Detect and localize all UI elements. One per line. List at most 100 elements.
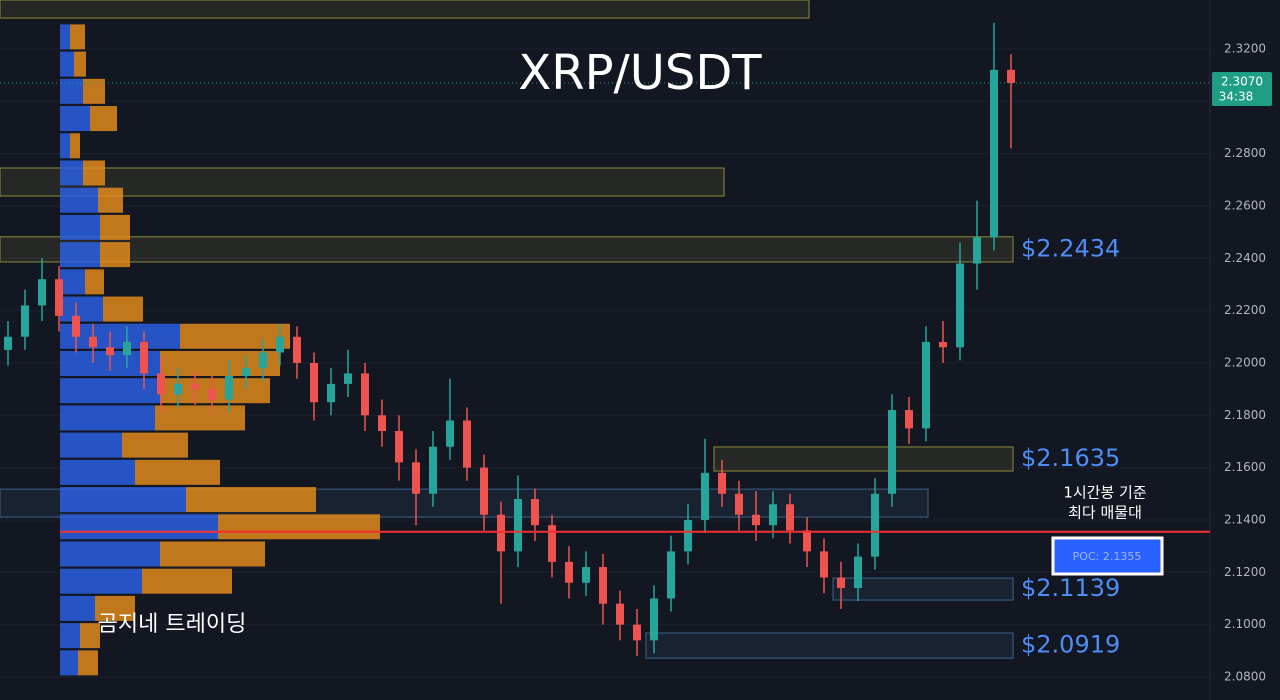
y-tick-label: 2.1600 [1224, 460, 1266, 474]
candle-body [973, 237, 981, 264]
profile-sell [100, 242, 130, 268]
profile-sell [98, 187, 123, 213]
candle-body [259, 352, 267, 369]
profile-buy [60, 51, 74, 77]
price-tag [1212, 71, 1272, 106]
candle-body [480, 467, 488, 515]
candle-body [412, 462, 420, 494]
candle-body [616, 603, 624, 625]
profile-sell [155, 405, 245, 431]
poc-box [1051, 536, 1164, 576]
zone [645, 632, 1014, 659]
profile-sell [78, 650, 98, 676]
candle-body [701, 472, 709, 520]
profile-sell [160, 541, 265, 567]
profile-sell [83, 78, 105, 104]
zone [713, 446, 1014, 472]
profile-sell [80, 623, 100, 649]
profile-buy [60, 432, 122, 458]
candle-body [803, 530, 811, 552]
candle-body [310, 362, 318, 403]
profile-sell [95, 595, 135, 621]
candle-body [191, 383, 199, 390]
chart-title: XRP/USDT [518, 45, 762, 101]
candle-body [72, 315, 80, 337]
candle-body [565, 561, 573, 583]
y-tick-label: 2.3200 [1224, 41, 1266, 55]
profile-buy [60, 459, 135, 485]
profile-sell [70, 133, 80, 159]
candle-body [582, 567, 590, 583]
zone-label: $2.1635 [1021, 444, 1120, 472]
candle-body [786, 504, 794, 531]
profile-sell [135, 459, 220, 485]
candle-body [123, 342, 131, 356]
profile-buy [60, 296, 103, 322]
candle-body [395, 430, 403, 463]
candle-body [769, 504, 777, 526]
price-tag-label: 2.3070 [1221, 74, 1263, 88]
candle-body [1007, 69, 1015, 83]
candle-body [446, 420, 454, 447]
candle-body [293, 336, 301, 363]
price-tag-timer: 34:38 [1219, 89, 1254, 103]
profile-sell [142, 568, 232, 594]
candle-body [276, 336, 284, 353]
candle-body [650, 598, 658, 641]
profile-sell [100, 214, 130, 240]
profile-sell [90, 106, 117, 132]
profile-buy [60, 405, 155, 431]
y-tick-label: 2.1400 [1224, 512, 1266, 526]
candle-body [4, 336, 12, 350]
profile-buy [60, 106, 90, 132]
profile-buy [60, 541, 160, 567]
candle-body [242, 368, 250, 377]
candle-body [463, 420, 471, 468]
candle-body [174, 383, 182, 395]
candle-body [633, 624, 641, 641]
y-tick-label: 2.1200 [1224, 565, 1266, 579]
candle-body [888, 410, 896, 494]
candle-body [497, 514, 505, 552]
profile-sell [74, 51, 86, 77]
y-tick-label: 2.2000 [1224, 355, 1266, 369]
candle-body [905, 410, 913, 429]
candle-body [939, 342, 947, 348]
poc-note: 1시간봉 기준 [1063, 484, 1147, 502]
candle-body [429, 446, 437, 494]
watermark: 곰지네 트레이딩 [98, 612, 247, 637]
candle-body [378, 415, 386, 431]
y-tick-label: 2.2400 [1224, 251, 1266, 265]
profile-buy [60, 187, 98, 213]
zone [832, 577, 1014, 601]
y-tick-label: 2.2800 [1224, 146, 1266, 160]
candle-body [327, 383, 335, 403]
candle-body [157, 373, 165, 395]
profile-buy [60, 568, 142, 594]
profile-sell [70, 24, 85, 50]
candle-body [514, 499, 522, 552]
candle-body [735, 493, 743, 515]
candle-body [361, 373, 369, 416]
candle-body [820, 551, 828, 578]
poc-label: POC: 2.1355 [1073, 550, 1142, 563]
profile-sell [85, 269, 104, 295]
candle-body [990, 69, 998, 238]
candle-body [599, 567, 607, 604]
candle-body [344, 373, 352, 384]
candle-body [21, 305, 29, 337]
candle-body [55, 279, 63, 316]
candle-body [854, 556, 862, 588]
y-tick-label: 2.2600 [1224, 198, 1266, 212]
candle-body [225, 376, 233, 400]
candle-body [667, 551, 675, 599]
profile-buy [60, 269, 85, 295]
candle-body [106, 347, 114, 356]
candle-body [837, 577, 845, 588]
profile-sell [180, 323, 290, 349]
profile-sell [186, 487, 316, 513]
profile-buy [60, 78, 83, 104]
profile-sell [122, 432, 188, 458]
